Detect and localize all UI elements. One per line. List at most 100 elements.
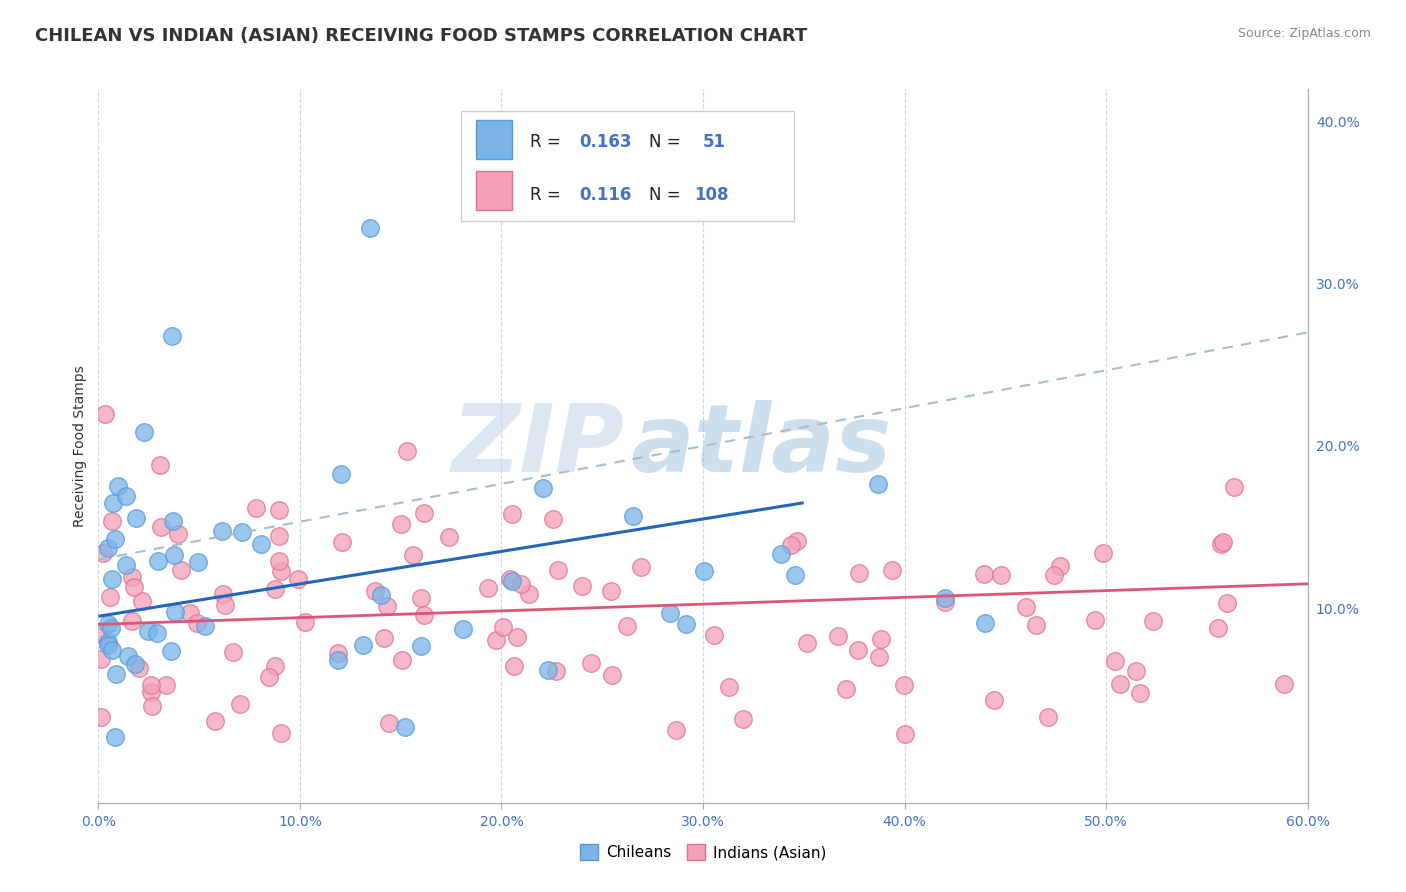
Text: 0.116: 0.116 [579,186,633,203]
Point [983,692,1005,706]
Point [1223,480,1246,494]
Point [193,619,215,633]
Point [105,667,128,681]
Point [257,670,280,684]
Point [880,563,903,577]
Point [364,584,387,599]
Point [107,479,129,493]
Point [1015,600,1038,615]
Point [501,574,523,589]
Point [121,614,143,628]
Point [125,511,148,525]
Point [492,620,515,634]
Point [90,709,112,723]
Point [211,524,233,539]
Point [359,220,381,235]
Text: CHILEAN VS INDIAN (ASIAN) RECEIVING FOOD STAMPS CORRELATION CHART: CHILEAN VS INDIAN (ASIAN) RECEIVING FOOD… [35,27,807,45]
Point [117,649,139,664]
Point [581,656,603,670]
Point [477,581,499,595]
Point [103,496,125,510]
Text: R =: R = [530,133,567,151]
Point [517,586,540,600]
Point [375,599,398,613]
Point [267,503,290,517]
Point [155,678,177,692]
Point [326,653,349,667]
Point [501,508,523,522]
Point [94,407,117,421]
Point [1212,535,1234,549]
Point [437,531,460,545]
Point [159,644,181,658]
Point [934,595,956,609]
Legend: Chileans, Indians (Asian): Chileans, Indians (Asian) [574,838,832,866]
Point [330,467,353,482]
Point [122,580,145,594]
Point [391,653,413,667]
Point [547,563,569,577]
Point [630,560,652,574]
Point [162,514,184,528]
Point [571,579,593,593]
Point [98,591,121,605]
Point [402,548,425,562]
Point [204,714,226,729]
Point [373,631,395,645]
Point [703,628,725,642]
Point [287,572,309,586]
Text: N =: N = [648,133,686,151]
Text: 51: 51 [703,133,725,151]
Point [1216,596,1239,610]
Text: atlas: atlas [630,400,891,492]
Point [89,625,111,640]
Point [616,619,638,633]
Point [97,635,120,649]
Y-axis label: Receiving Food Stamps: Receiving Food Stamps [73,365,87,527]
Point [167,527,190,541]
Point [139,685,162,699]
Point [675,616,697,631]
Point [148,554,170,568]
Point [145,625,167,640]
Point [121,570,143,584]
Point [499,572,522,586]
Point [502,659,524,673]
Point [868,650,890,665]
Point [90,652,112,666]
Point [546,665,568,679]
Point [332,535,354,549]
Point [214,598,236,612]
Point [136,624,159,639]
Text: 108: 108 [695,186,730,203]
Point [245,501,267,516]
Point [1049,558,1071,573]
Point [187,555,209,569]
Point [101,572,124,586]
Point [974,616,997,631]
Point [263,659,285,673]
Point [97,617,120,632]
Point [1036,710,1059,724]
Point [870,632,893,646]
Point [1104,654,1126,668]
Point [352,638,374,652]
Point [1092,546,1115,560]
Point [973,566,995,581]
Point [536,663,558,677]
Point [229,697,252,711]
Point [222,645,245,659]
Point [785,568,807,582]
Point [780,538,803,552]
Point [160,329,183,343]
Point [394,720,416,734]
Point [509,577,531,591]
Point [796,636,818,650]
Point [1025,617,1047,632]
Point [848,566,870,580]
Point [718,680,741,694]
Point [115,558,138,572]
Point [179,606,201,620]
Point [139,678,162,692]
Text: R =: R = [530,186,567,203]
